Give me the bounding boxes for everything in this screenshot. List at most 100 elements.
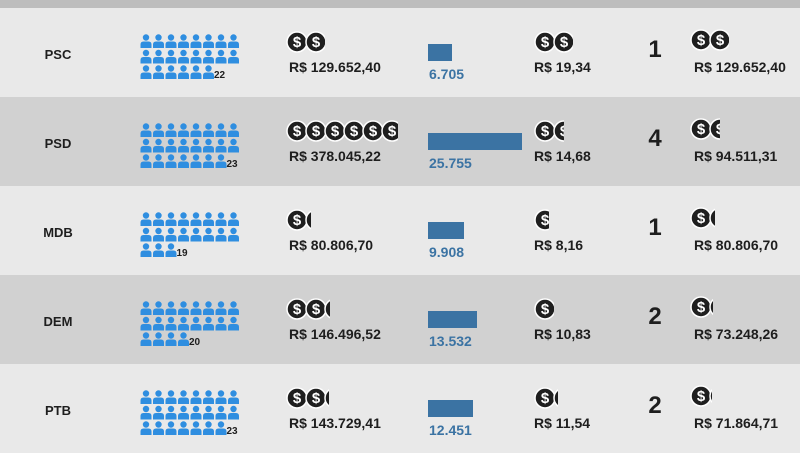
cost-per-vote-coins: $	[534, 208, 556, 232]
dollar-coin-icon: $	[286, 31, 308, 53]
coin-icon-group: $$	[534, 387, 575, 409]
person-icon	[203, 123, 214, 137]
elected-count: 2	[648, 303, 662, 330]
person-icon	[178, 421, 189, 435]
dollar-coin-icon: $	[709, 207, 731, 229]
person-icon	[178, 405, 189, 420]
person-icon	[140, 227, 152, 242]
party-name: MDB	[43, 225, 73, 240]
person-icon	[165, 227, 177, 242]
person-icon	[203, 154, 214, 168]
person-icon	[228, 49, 239, 64]
person-icon	[190, 123, 202, 137]
person-icon	[203, 49, 214, 64]
dollar-coin-icon: $	[324, 387, 346, 409]
person-icon	[178, 154, 189, 168]
person-icon	[190, 65, 202, 79]
dollar-coin-icon: $	[690, 29, 712, 51]
svg-text:$: $	[541, 34, 550, 51]
svg-text:$: $	[293, 301, 302, 318]
person-icon	[153, 154, 164, 168]
person-icon	[178, 138, 189, 153]
coin-icon-group: $$$	[286, 387, 346, 409]
svg-text:$: $	[697, 121, 706, 138]
svg-text:$: $	[560, 123, 564, 140]
person-icon	[140, 34, 152, 48]
candidates-count: 19	[176, 248, 188, 259]
candidates-count: 23	[226, 159, 238, 170]
person-icon	[215, 34, 227, 48]
dollar-coin-icon: $	[324, 298, 346, 320]
person-icon	[215, 301, 227, 315]
person-icon	[178, 34, 189, 48]
person-icon	[203, 65, 214, 79]
votes-value: 13.532	[429, 333, 472, 349]
cost-per-vote-value: R$ 11,54	[534, 415, 591, 431]
dollar-coin-icon: $	[553, 387, 575, 409]
dollar-coin-icon: $	[534, 120, 556, 142]
person-icon	[228, 405, 239, 420]
cost-per-vote-coins: $	[534, 297, 556, 321]
person-icon	[203, 421, 214, 435]
spending-per-elected-coins: $$	[690, 28, 731, 52]
person-icon	[165, 34, 177, 48]
votes-bar	[428, 400, 474, 417]
coin-icon-group: $$	[286, 31, 327, 53]
svg-text:$: $	[697, 32, 706, 49]
spending-value: R$ 143.729,41	[289, 415, 381, 431]
person-icon	[140, 65, 152, 79]
person-icon	[153, 390, 164, 404]
person-icon	[215, 138, 227, 153]
dollar-coin-icon: $	[286, 298, 308, 320]
dollar-coin-icon: $	[553, 31, 575, 53]
elected-count: 2	[648, 392, 662, 419]
spending-per-elected-value: R$ 80.806,70	[694, 237, 779, 253]
cost-per-vote-coins: $$	[534, 386, 575, 410]
person-icon	[140, 212, 152, 226]
people-icon-group	[140, 34, 239, 79]
dollar-coin-icon: $	[362, 120, 384, 142]
person-icon	[228, 123, 239, 137]
person-icon	[165, 405, 177, 420]
person-icon	[215, 123, 227, 137]
votes-bar	[428, 311, 478, 328]
person-icon	[165, 123, 177, 137]
dollar-coin-icon: $	[343, 120, 365, 142]
coin-icon-group: $	[534, 209, 556, 231]
dollar-coin-icon: $	[553, 120, 575, 142]
svg-text:$: $	[716, 32, 725, 49]
votes-value: 9.908	[429, 244, 465, 260]
person-icon	[203, 405, 214, 420]
top-divider	[0, 0, 800, 8]
votes-bar	[428, 44, 453, 61]
coin-icon-group: $$	[690, 29, 731, 51]
person-icon	[153, 405, 164, 420]
person-icon	[153, 332, 164, 346]
person-icon	[178, 123, 189, 137]
svg-text:$: $	[697, 299, 706, 316]
person-icon	[153, 49, 164, 64]
votes-value: 12.451	[429, 422, 472, 438]
spending-coins: $$	[286, 208, 327, 232]
votes-bar	[428, 133, 522, 150]
svg-text:$: $	[312, 123, 321, 140]
spending-value: R$ 146.496,52	[289, 326, 381, 342]
person-icon	[215, 212, 227, 226]
votes-value: 6.705	[429, 66, 465, 82]
party-name: PTB	[45, 403, 71, 418]
person-icon	[140, 154, 152, 168]
spending-per-elected-value: R$ 129.652,40	[694, 59, 786, 75]
svg-text:$: $	[388, 123, 397, 140]
person-icon	[178, 390, 189, 404]
coin-icon-group: $$$	[286, 298, 346, 320]
person-icon	[153, 227, 164, 242]
person-icon	[165, 49, 177, 64]
spending-per-elected-value: R$ 94.511,31	[694, 148, 778, 164]
svg-text:$: $	[697, 210, 706, 227]
person-icon	[228, 390, 239, 404]
people-icon-group	[140, 390, 239, 435]
person-icon	[228, 227, 239, 242]
svg-text:$: $	[350, 123, 359, 140]
